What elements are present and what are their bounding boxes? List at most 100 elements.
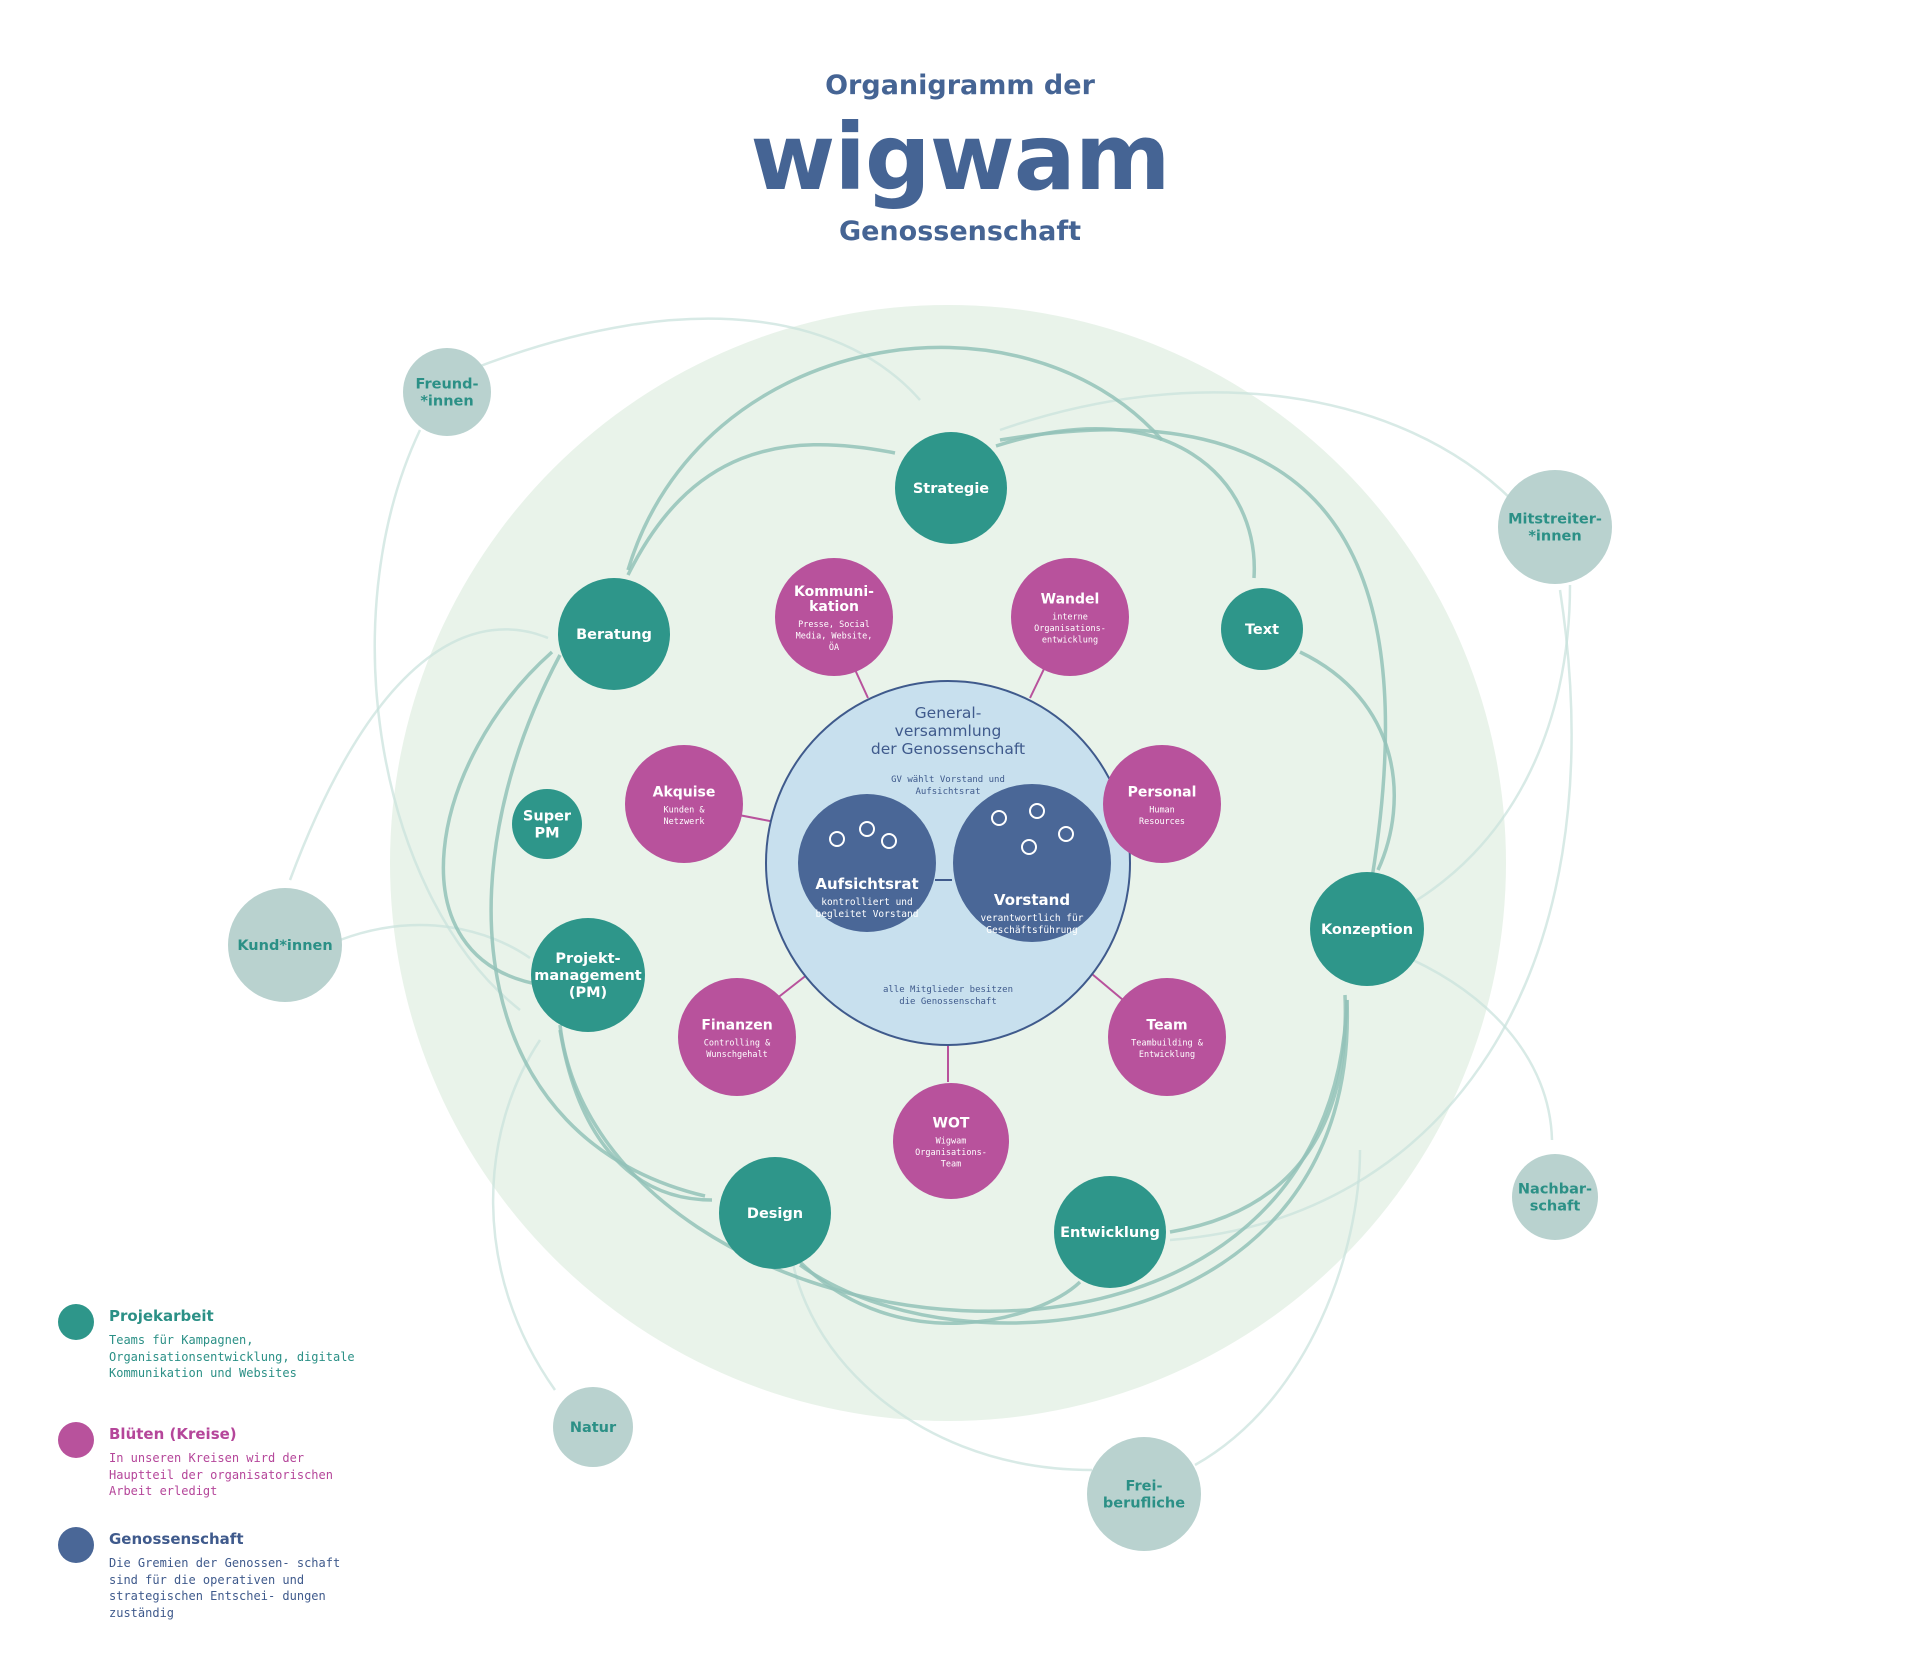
project-title: Entwicklung: [1060, 1225, 1160, 1241]
circle-desc: interne Organisations-entwicklung: [1034, 613, 1106, 646]
external-node: [403, 348, 491, 436]
external-title: Natur: [570, 1420, 617, 1436]
board-title: Vorstand: [994, 891, 1070, 909]
circle-title: WOT: [933, 1116, 970, 1132]
project-node: [1054, 1176, 1166, 1288]
circle-title: Kommuni-kation: [794, 584, 874, 615]
external-title: Mitstreiter-*innen: [1508, 512, 1602, 545]
board-aufsichtsrat: Aufsichtsrat kontrolliert und begleitet Vo…: [798, 794, 936, 932]
circle-node: [1011, 558, 1129, 676]
board-circle: [798, 794, 936, 932]
external-title: Nachbar-schaft: [1518, 1182, 1592, 1215]
assembly-note-top: GV wählt Vorstand und Aufsichtsrat: [891, 775, 1005, 797]
project-title: Text: [1245, 622, 1279, 638]
external-title: Kund*innen: [237, 938, 332, 954]
project-node: [531, 918, 645, 1032]
member-icon: [1021, 839, 1037, 855]
project-konzeption: Konzeption: [1310, 872, 1424, 986]
externals: Freund-*innen Mitstreiter-*innen Kund*inne…: [228, 348, 1612, 1551]
external-links: [288, 317, 1573, 1472]
external-node: [1512, 1154, 1598, 1240]
member-icon: [1058, 826, 1074, 842]
external-natur: Natur: [553, 1387, 633, 1467]
project-superpm: Super PM: [512, 789, 582, 859]
external-kundinnen: Kund*innen: [228, 888, 342, 1002]
project-node: [512, 789, 582, 859]
project-title: Design: [747, 1206, 803, 1222]
member-icon: [859, 821, 875, 837]
circle-wot: WOT Wigwam Organisations-Team: [893, 1083, 1009, 1199]
title-line-1: Organigramm der: [825, 70, 1095, 101]
circle-desc: Presse, Social Media, Website, ÖA: [796, 620, 873, 653]
circle-node: [678, 978, 796, 1096]
project-node: [558, 578, 670, 690]
project-title: Konzeption: [1321, 922, 1413, 938]
project-title: Beratung: [576, 627, 652, 643]
circle-node: [1108, 978, 1226, 1096]
external-mitstreiter: Mitstreiter-*innen: [1498, 470, 1612, 584]
circle-personal: Personal Human Resources: [1103, 745, 1221, 863]
external-freiberufliche: Frei-berufliche: [1087, 1437, 1201, 1551]
circle-title: Personal: [1128, 785, 1197, 801]
project-links: [441, 345, 1396, 1326]
external-title: Freund-*innen: [415, 377, 478, 410]
circle-node: [625, 745, 743, 863]
project-node: [1221, 588, 1303, 670]
boards: Aufsichtsrat kontrolliert und begleitet Vo…: [798, 784, 1111, 942]
member-icon: [881, 833, 897, 849]
circle-desc: Controlling & Wunschgehalt: [704, 1039, 771, 1061]
circle-finanzen: Finanzen Controlling & Wunschgehalt: [678, 978, 796, 1096]
title-line-3: Genossenschaft: [838, 216, 1082, 247]
legend-dot-project: [58, 1304, 94, 1340]
external-freundinnen: Freund-*innen: [403, 348, 491, 436]
project-node: [719, 1157, 831, 1269]
circle-desc: Teambuilding & Entwicklung: [1131, 1039, 1204, 1061]
legend-title: Blüten (Kreise): [109, 1425, 237, 1443]
legend-dot-coop: [58, 1527, 94, 1563]
project-text: Text: [1221, 588, 1303, 670]
circle-title: Akquise: [653, 785, 716, 801]
circle-title: Finanzen: [701, 1018, 772, 1034]
project-entwicklung: Entwicklung: [1054, 1176, 1166, 1288]
project-node: [895, 432, 1007, 544]
external-node: [1087, 1437, 1201, 1551]
project-title: Strategie: [913, 481, 989, 497]
brand-wordmark: wigwam: [750, 104, 1170, 211]
project-strategie: Strategie: [895, 432, 1007, 544]
circle-node: [893, 1083, 1009, 1199]
circle-desc: Human Resources: [1139, 806, 1185, 828]
project-beratung: Beratung: [558, 578, 670, 690]
project-design: Design: [719, 1157, 831, 1269]
circle-wandel: Wandel interne Organisations-entwicklung: [1011, 558, 1129, 676]
circles: Kommuni-kation Presse, Social Media, Websi…: [625, 558, 1226, 1199]
external-node: [553, 1387, 633, 1467]
circle-node: [775, 558, 893, 676]
legend-dot-circle: [58, 1422, 94, 1458]
projects: Strategie Beratung Text Super PM Projekt-mana…: [512, 432, 1424, 1288]
legend-title: Genossenschaft: [109, 1530, 244, 1548]
circle-kommunikation: Kommuni-kation Presse, Social Media, Websi…: [775, 558, 893, 676]
project-node: [1310, 872, 1424, 986]
circle-desc: Kunden & Netzwerk: [664, 806, 706, 828]
external-title: Frei-berufliche: [1103, 1479, 1185, 1512]
general-assembly: General-versammlung der Genossenschaft GV…: [765, 680, 1131, 1046]
member-icon: [991, 810, 1007, 826]
project-title: Super PM: [523, 809, 572, 842]
member-icon: [1029, 803, 1045, 819]
board-desc: kontrolliert und begleitet Vorstand: [816, 897, 919, 920]
external-node: [228, 888, 342, 1002]
circle-team: Team Teambuilding & Entwicklung: [1108, 978, 1226, 1096]
legend-title: Projekarbeit: [109, 1307, 214, 1325]
board-desc: verantwortlich für Geschäftsführung: [981, 913, 1084, 936]
project-title: Projekt-management (PM): [534, 951, 641, 1001]
assembly-note-bottom: alle Mitglieder besitzen die Genossenscha…: [883, 985, 1013, 1007]
member-icon: [829, 831, 845, 847]
circle-title: Wandel: [1041, 592, 1100, 608]
circle-node: [1103, 745, 1221, 863]
legend-desc: Teams für Kampagnen, Organisationsentwic…: [109, 1333, 355, 1380]
board-vorstand: Vorstand verantwortlich für Geschäftsführu…: [953, 784, 1111, 942]
circle-title: Team: [1146, 1018, 1187, 1034]
project-pm: Projekt-management (PM): [531, 918, 645, 1032]
legend-desc: Die Gremien der Genossen- schaft sind fü…: [109, 1556, 341, 1620]
